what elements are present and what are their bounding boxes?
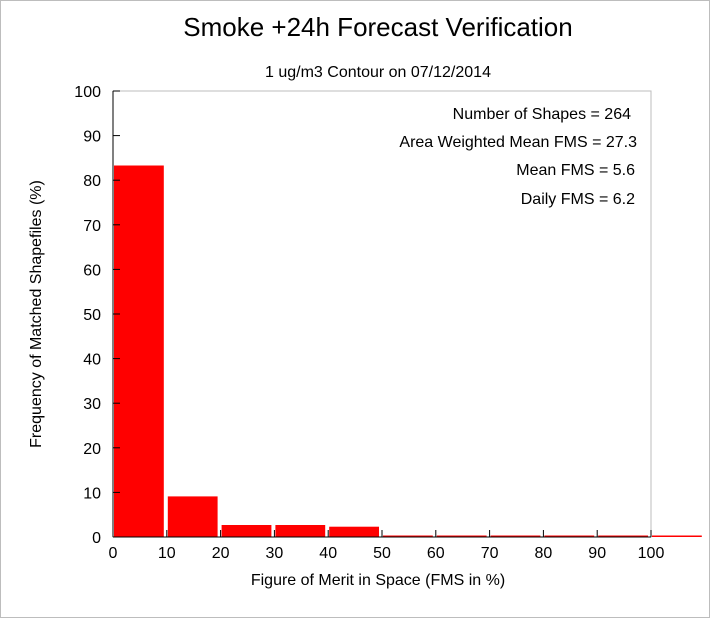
- chart-title: Smoke +24h Forecast Verification: [183, 12, 572, 42]
- x-tick-label-20: 20: [212, 545, 230, 562]
- bar-60-70: [436, 535, 487, 537]
- y-tick-label-0: 0: [92, 530, 101, 547]
- y-tick-label-20: 20: [83, 441, 101, 458]
- bar-0-10: [114, 165, 164, 537]
- annotation-mean-fms: Mean FMS = 5.6: [516, 162, 635, 179]
- y-axis-ticks: 0 10 20 30 40 50 60 70 80 90 100: [74, 84, 120, 547]
- x-tick-label-0: 0: [109, 545, 118, 562]
- y-tick-label-80: 80: [83, 173, 101, 190]
- x-tick-label-40: 40: [319, 545, 337, 562]
- y-tick-label-60: 60: [83, 262, 101, 279]
- y-tick-label-40: 40: [83, 352, 101, 369]
- x-tick-label-70: 70: [481, 545, 499, 562]
- y-tick-label-70: 70: [83, 218, 101, 235]
- bar-20-30: [221, 525, 272, 537]
- x-tick-label-10: 10: [158, 545, 176, 562]
- x-tick-label-100: 100: [638, 545, 665, 562]
- annotation-number-of-shapes: Number of Shapes = 264: [453, 106, 631, 123]
- y-tick-label-30: 30: [83, 396, 101, 413]
- bar-90-100: [598, 535, 648, 537]
- bar-80-90: [544, 535, 595, 537]
- bar-30-40: [275, 525, 326, 537]
- bar-10-20: [167, 496, 218, 537]
- bar-100-110: [652, 535, 702, 537]
- x-tick-label-60: 60: [427, 545, 445, 562]
- x-tick-label-50: 50: [373, 545, 391, 562]
- x-tick-label-80: 80: [535, 545, 553, 562]
- y-tick-label-50: 50: [83, 307, 101, 324]
- y-tick-label-90: 90: [83, 129, 101, 146]
- annotation-daily-fms: Daily FMS = 6.2: [521, 191, 635, 208]
- y-tick-label-100: 100: [74, 84, 101, 101]
- bars-group: [114, 165, 702, 537]
- chart-subtitle: 1 ug/m3 Contour on 07/12/2014: [265, 64, 491, 81]
- y-axis-label: Frequency of Matched Shapefiles (%): [28, 180, 45, 448]
- bar-40-50: [329, 526, 379, 537]
- x-tick-label-90: 90: [588, 545, 606, 562]
- x-tick-label-30: 30: [266, 545, 284, 562]
- x-axis-ticks: 0 10 20 30 40 50 60 70 80 90 100: [109, 530, 665, 562]
- annotation-area-weighted-mean-fms: Area Weighted Mean FMS = 27.3: [399, 134, 637, 151]
- stats-annotations: Number of Shapes = 264 Area Weighted Mea…: [399, 106, 637, 208]
- x-axis-label: Figure of Merit in Space (FMS in %): [251, 572, 505, 589]
- bar-70-80: [490, 535, 541, 537]
- plot-area: [112, 90, 652, 538]
- y-tick-label-10: 10: [83, 485, 101, 502]
- bar-50-60: [383, 535, 433, 537]
